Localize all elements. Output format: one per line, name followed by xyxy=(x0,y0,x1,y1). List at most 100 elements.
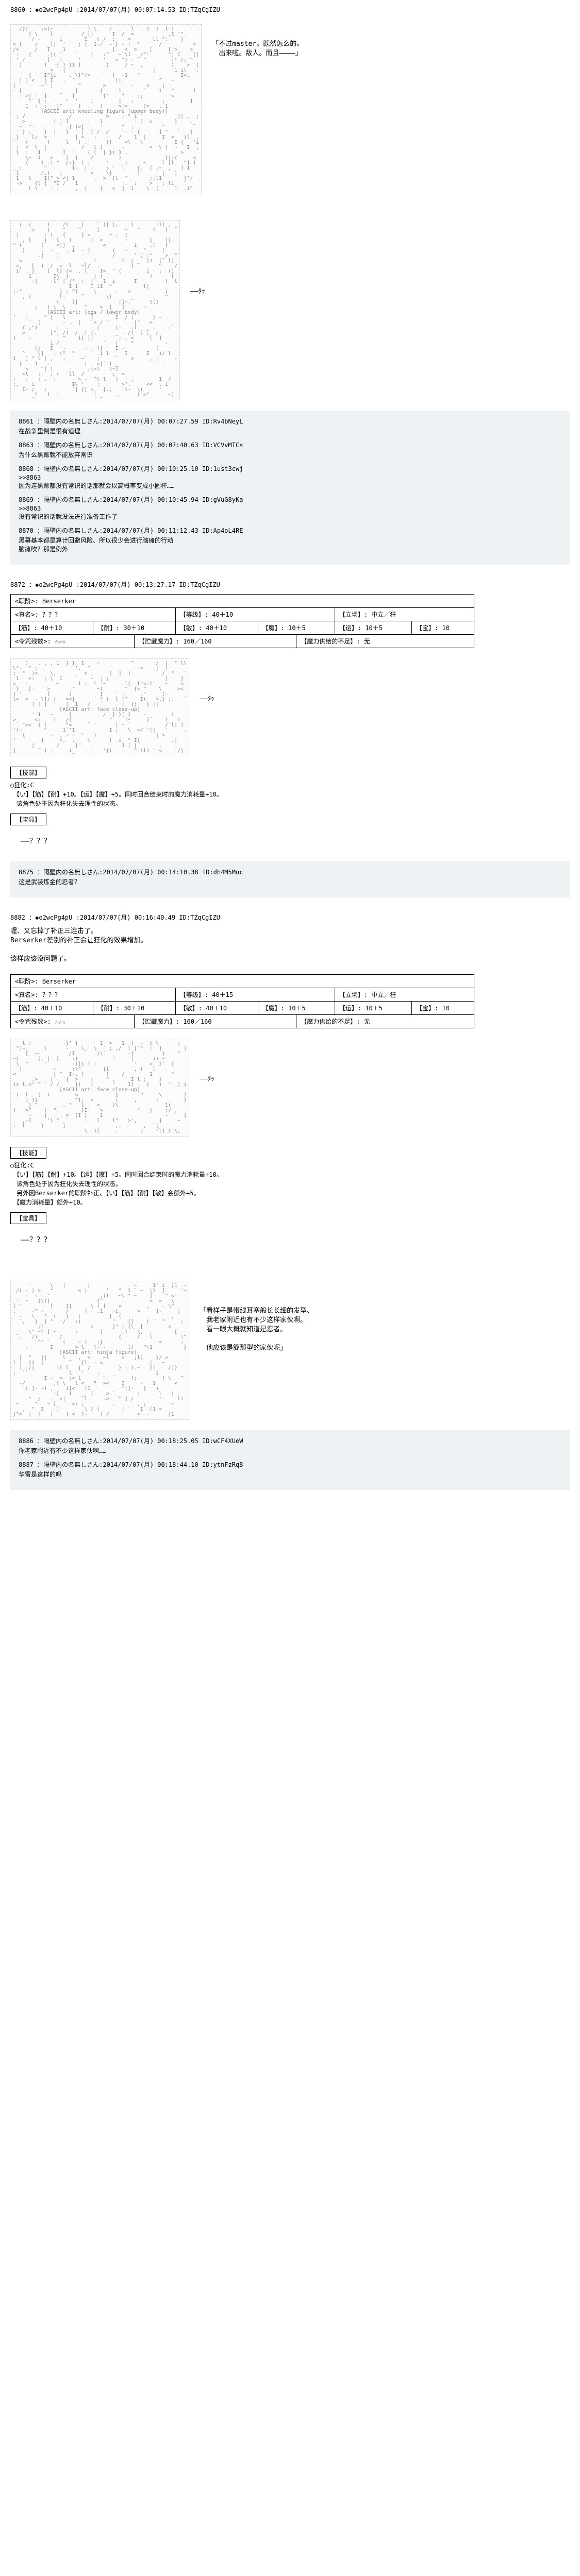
reply: 8875 ：隔壁内の名無しさん:2014/07/07(月) 00:14:10.3… xyxy=(19,868,561,886)
stat-label: 【宝】 xyxy=(416,624,435,632)
reply-body: 你老家附近有不少这样家伙啊…… xyxy=(19,1446,561,1455)
reply-header: 8886 ：隔壁内の名無しさん:2014/07/07(月) 00:18:25.0… xyxy=(19,1436,561,1445)
name-label: <真名> xyxy=(15,611,35,618)
mana-stored-label: 【贮藏魔力】 xyxy=(139,638,176,645)
mana-short-label: 【魔力供给的不足】 xyxy=(301,1018,356,1025)
stat-sheet: <职阶>: Berserker<真名>: ？？？【等级】: 40＋15【立场】:… xyxy=(10,974,570,1028)
stat-value: 40＋10 xyxy=(41,624,62,632)
ascii-art-placeholder: l : ~}' } ' 1 > 1 ] ~ } \ ; "]~. l - \,'… xyxy=(10,1039,189,1137)
stat-value: 10＋5 xyxy=(365,624,383,632)
stat-label: 【运】 xyxy=(339,1005,358,1012)
stat-label: 【耐】 xyxy=(97,624,116,632)
pre-lines: 喔、又忘掉了补正三连击了。 Berserker差别的补正会让狂化的效果增加。 该… xyxy=(10,927,570,964)
stat-label: 【运】 xyxy=(339,624,358,632)
ascii-art-placeholder: ` \ | } ~ 1' i }1 ~ /( : ) > " . < ) ' "… xyxy=(10,1281,189,1420)
stat-value: 40＋10 xyxy=(206,624,227,632)
reply-header: 8887 ：隔壁内の名無しさん:2014/07/07(月) 00:18:44.1… xyxy=(19,1460,561,1469)
post-8860: 8860 ：◆o2wcPg4pU :2014/07/07(月) 00:07:14… xyxy=(10,5,570,565)
reply: 8868 ：隔壁内の名無しさん:2014/07/07(月) 00:10:25.1… xyxy=(19,464,561,490)
post-header: 8882 ：◆o2wcPg4pU :2014/07/07(月) 00:16:40… xyxy=(10,913,570,922)
stat-value: 10 xyxy=(442,1005,450,1012)
trait-body: ○狂化:C 【い】【筋】【耐】+10。【运】【魔】+5。同时回合结束时的魔力消耗… xyxy=(10,781,570,808)
reply-header: 8875 ：隔壁内の名無しさん:2014/07/07(月) 00:14:10.3… xyxy=(19,868,561,876)
ascii-art-placeholder: /}| ;<(~ } \ / . l I I (-i - { \ l / {) … xyxy=(10,24,202,194)
reply-body: 黑幕基本都是算计回避风险、所以很少会进行脑瘫的行动 脑瘫吹？那是例外 xyxy=(19,536,561,553)
stat-value: 10＋5 xyxy=(288,624,306,632)
sfx-text: ――ﾀｯ xyxy=(200,1075,214,1084)
reply-body: 这是武装炼金的忍者？ xyxy=(19,877,561,886)
trait-head: 【技能】 xyxy=(10,1147,570,1159)
np-name: ――？？？ xyxy=(21,836,570,846)
cs-label: <令咒残数> xyxy=(15,638,47,645)
np-name: ――？？？ xyxy=(21,1234,570,1245)
speech-text: 「不过master。既然怎么的。 出来啦。敌人。而且————」 xyxy=(212,40,303,58)
mana-stored-label: 【贮藏魔力】 xyxy=(139,1018,176,1025)
reply-body: >>8863 因为连黑幕都没有常识的话那就会以高概率变成小圆杯…… xyxy=(19,474,561,490)
cs-value: ☆☆☆ xyxy=(55,1018,66,1025)
reply-block: 8886 ：隔壁内の名無しさん:2014/07/07(月) 00:18:25.0… xyxy=(10,1430,570,1490)
mana-short-value: 无 xyxy=(364,638,370,645)
name-label: <真名> xyxy=(15,991,35,998)
stat-label: 【宝】 xyxy=(416,1005,435,1012)
class-label: <职阶> xyxy=(15,978,35,985)
level-value: 40＋15 xyxy=(212,991,233,998)
reply-body: 为什么黑幕就不能放弃常识 xyxy=(19,450,561,459)
reply-header: 8868 ：隔壁内の名無しさん:2014/07/07(月) 00:10:25.1… xyxy=(19,464,561,473)
stat-table: <职阶>: Berserker<真名>: ？？？【等级】: 40＋10【立场】:… xyxy=(10,594,474,648)
stat-sheet: <职阶>: Berserker<真名>: ？？？【等级】: 40＋10【立场】:… xyxy=(10,594,570,648)
reply-body: >>8863 没有常识的话就没法进行准备工作了 xyxy=(19,505,561,521)
stat-label: 【筋】 xyxy=(15,1005,34,1012)
align-label: 【立场】 xyxy=(339,611,364,618)
stat-value: 10＋5 xyxy=(365,1005,383,1012)
mana-short-value: 无 xyxy=(364,1018,370,1025)
align-label: 【立场】 xyxy=(339,991,364,998)
stat-value: 40＋10 xyxy=(206,1005,227,1012)
reply: 8861 ：隔壁内の名無しさん:2014/07/07(月) 00:07:27.5… xyxy=(19,417,561,435)
level-label: 【等级】 xyxy=(180,991,205,998)
post-8872: 8872 ：◆o2wcPg4pU :2014/07/07(月) 00:13:27… xyxy=(10,580,570,897)
name-value: ？？？ xyxy=(42,991,61,998)
sfx-text: ――ﾀｯ xyxy=(190,287,205,296)
reply-header: 8870 ：隔壁内の名無しさん:2014/07/07(月) 00:11:12.4… xyxy=(19,526,561,535)
stat-label: 【敏】 xyxy=(180,1005,198,1012)
reply-body: 华雷是这样的吗 xyxy=(19,1470,561,1479)
class-value: Berserker xyxy=(42,978,76,985)
post-8882: 8882 ：◆o2wcPg4pU :2014/07/07(月) 00:16:40… xyxy=(10,913,570,1490)
stat-table: <职阶>: Berserker<真名>: ？？？【等级】: 40＋15【立场】:… xyxy=(10,974,474,1028)
stat-label: 【魔】 xyxy=(262,1005,281,1012)
reply: 8870 ：隔壁内の名無しさん:2014/07/07(月) 00:11:12.4… xyxy=(19,526,561,553)
name-value: ？？？ xyxy=(42,611,61,618)
trait-head: 【技能】 xyxy=(10,767,570,778)
level-label: 【等级】 xyxy=(180,611,205,618)
trait-body: ○狂化:C 【い】【筋】【耐】+10。【运】【魔】+5。同时回合结束时的魔力消耗… xyxy=(10,1161,570,1207)
ascii-art-placeholder: ( ( 1 ' /l | ` ){ ), 1 :I| , _ > { ^ ^ [… xyxy=(10,220,180,400)
reply-header: 8863 ：隔壁内の名無しさん:2014/07/07(月) 00:07:40.6… xyxy=(19,440,561,449)
reply-header: 8869 ：隔壁内の名無しさん:2014/07/07(月) 00:10:45.9… xyxy=(19,495,561,504)
stat-value: 30＋10 xyxy=(123,1005,144,1012)
reply-block: 8875 ：隔壁内の名無しさん:2014/07/07(月) 00:14:10.3… xyxy=(10,861,570,897)
align-value: 中立／狂 xyxy=(371,991,396,998)
sfx-text: ――ﾀｯ xyxy=(200,694,214,704)
mana-stored-value: 160／160 xyxy=(183,638,211,645)
reply: 8863 ：隔壁内の名無しさん:2014/07/07(月) 00:07:40.6… xyxy=(19,440,561,459)
level-value: 40＋10 xyxy=(212,611,233,618)
cs-value: ☆☆☆ xyxy=(55,638,66,645)
stat-label: 【魔】 xyxy=(262,624,281,632)
reply: 8869 ：隔壁内の名無しさん:2014/07/07(月) 00:10:45.9… xyxy=(19,495,561,521)
class-label: <职阶> xyxy=(15,598,35,605)
post-header: 8872 ：◆o2wcPg4pU :2014/07/07(月) 00:13:27… xyxy=(10,580,570,589)
np-head: 【宝具】 xyxy=(10,814,570,825)
cs-label: <令咒残数> xyxy=(15,1018,47,1025)
stat-value: 10＋5 xyxy=(288,1005,306,1012)
align-value: 中立／狂 xyxy=(371,611,396,618)
stat-label: 【敏】 xyxy=(180,624,198,632)
reply-body: 在战争里倒是很有道理 xyxy=(19,427,561,435)
stat-value: 30＋10 xyxy=(123,624,144,632)
stat-label: 【耐】 xyxy=(97,1005,116,1012)
reply-block: 8861 ：隔壁内の名無しさん:2014/07/07(月) 00:07:27.5… xyxy=(10,411,570,565)
reply: 8887 ：隔壁内の名無しさん:2014/07/07(月) 00:18:44.1… xyxy=(19,1460,561,1479)
ascii-art-placeholder: ) . . , 1 } } 1 ~ ^ / | " l\ \"- " ; '. … xyxy=(10,658,189,756)
post-header: 8860 ：◆o2wcPg4pU :2014/07/07(月) 00:07:14… xyxy=(10,5,570,14)
mana-stored-value: 160／160 xyxy=(183,1018,211,1025)
stat-label: 【筋】 xyxy=(15,624,34,632)
